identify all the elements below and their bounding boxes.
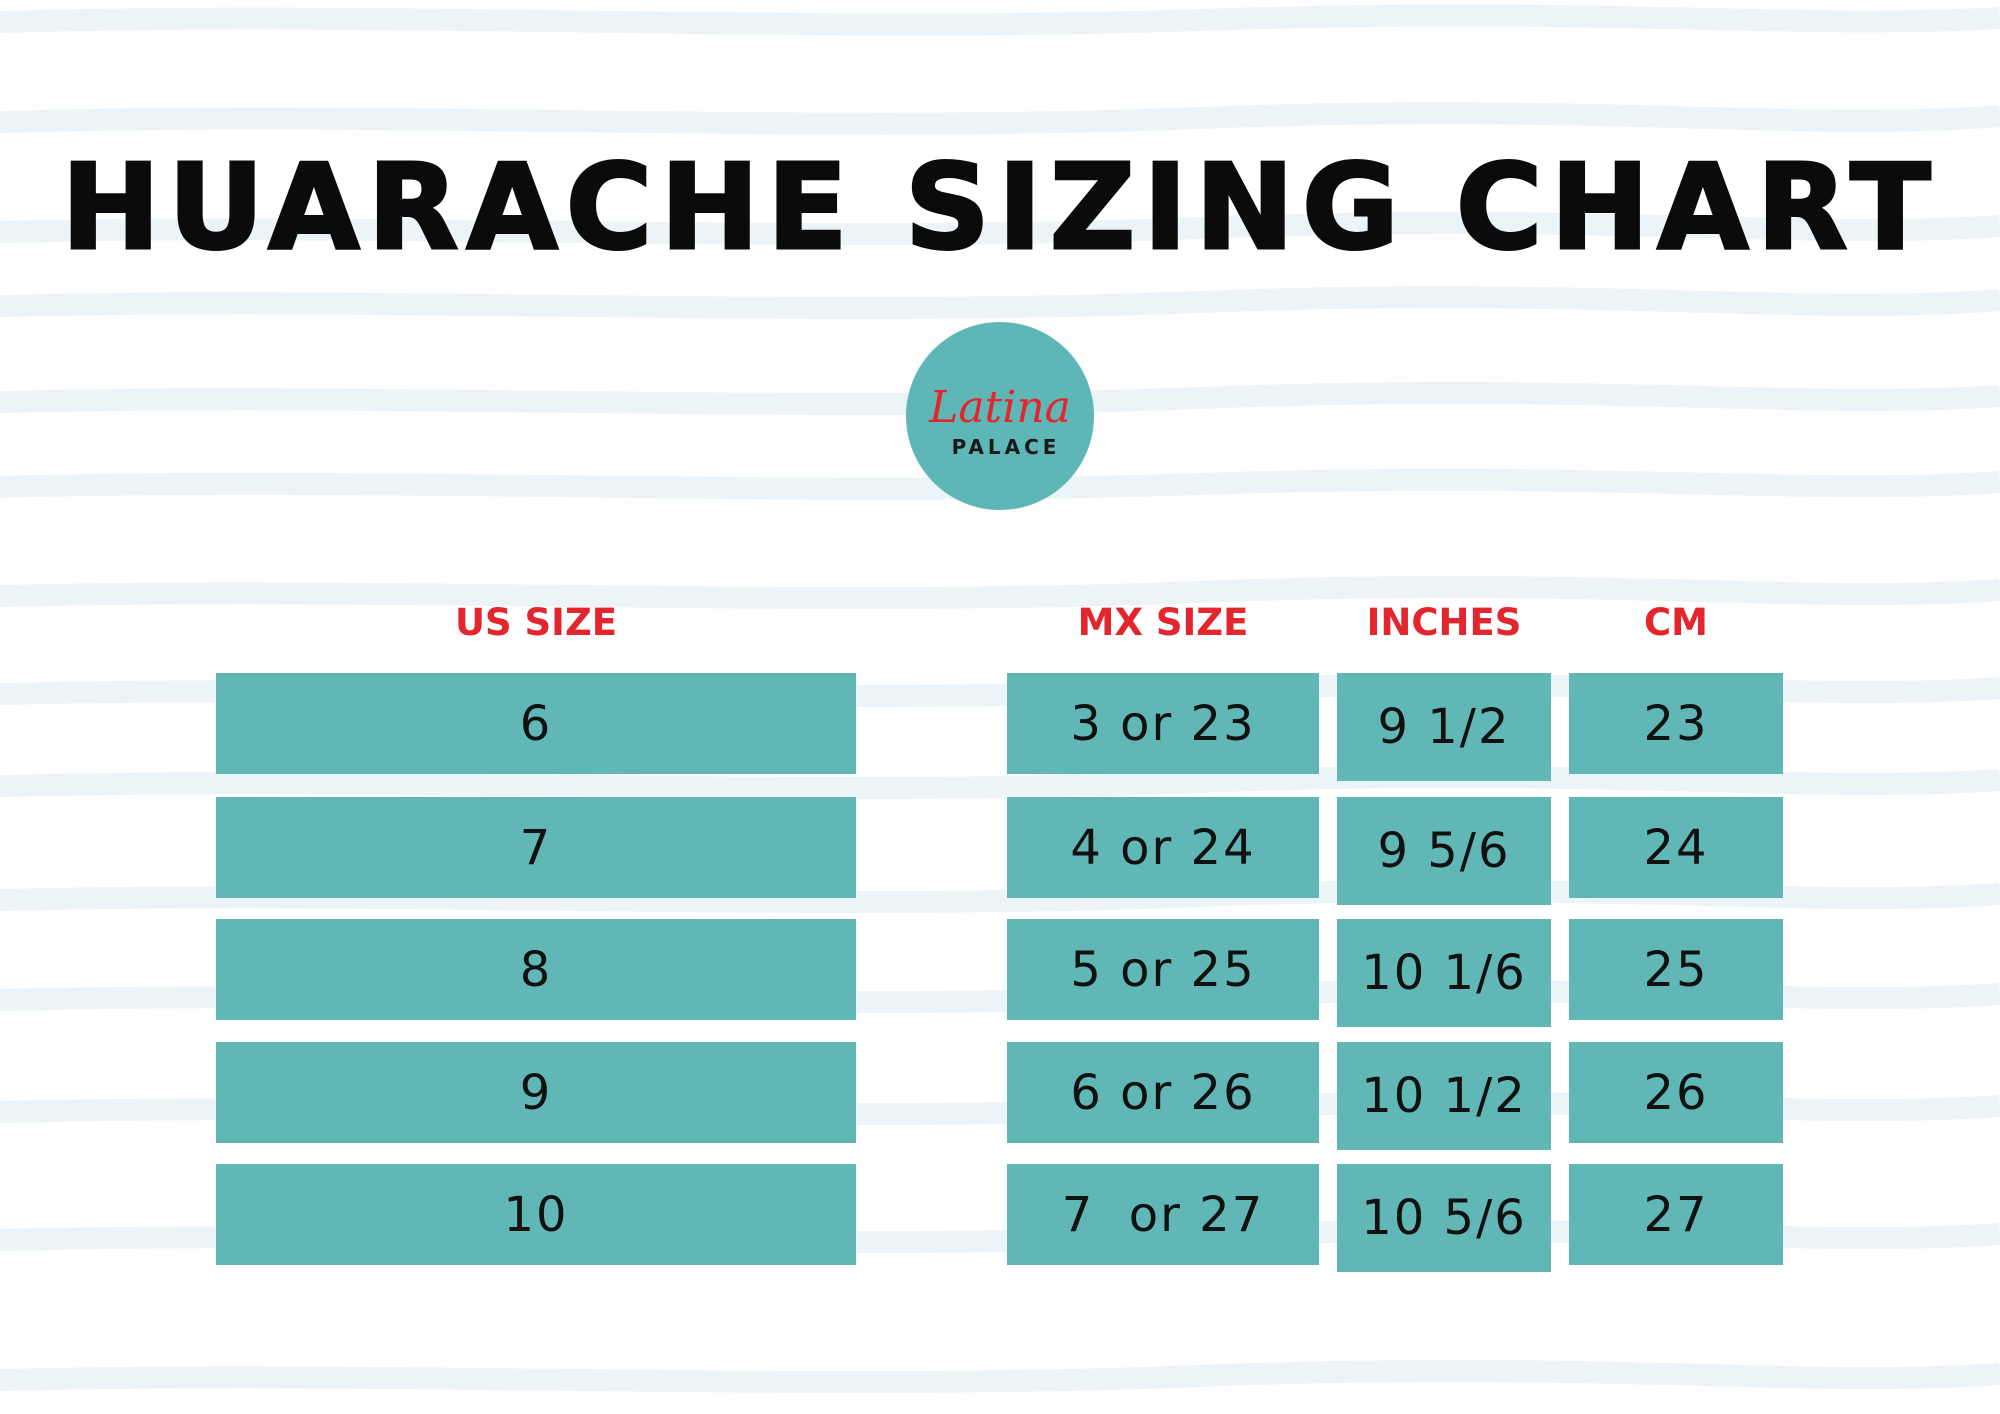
cm-cell: 25	[1569, 919, 1783, 1020]
column-header-inches: INCHES	[1366, 601, 1522, 644]
logo-script-text: Latina	[928, 382, 1071, 433]
mx-size-cell: 4 or 24	[1007, 797, 1319, 898]
page-title: HUARACHE SIZING CHART	[60, 138, 1939, 276]
us-size-cell: 9	[216, 1042, 856, 1143]
inches-cell: 10 1/2	[1337, 1042, 1551, 1150]
cm-cell: 26	[1569, 1042, 1783, 1143]
mx-size-cell: 6 or 26	[1007, 1042, 1319, 1143]
column-header-cm: CM	[1644, 601, 1708, 644]
us-size-cell: 7	[216, 797, 856, 898]
cm-cell: 24	[1569, 797, 1783, 898]
cm-cell: 27	[1569, 1164, 1783, 1265]
inches-cell: 10 1/6	[1337, 919, 1551, 1027]
us-size-cell: 6	[216, 673, 856, 774]
inches-cell: 9 5/6	[1337, 797, 1551, 905]
latina-palace-logo: Latina PALACE	[906, 322, 1094, 510]
mx-size-cell: 7 or 27	[1007, 1164, 1319, 1265]
column-header-us-size: US SIZE	[454, 601, 618, 644]
us-size-cell: 10	[216, 1164, 856, 1265]
cm-cell: 23	[1569, 673, 1783, 774]
mx-size-cell: 3 or 23	[1007, 673, 1319, 774]
inches-cell: 9 1/2	[1337, 673, 1551, 781]
us-size-cell: 8	[216, 919, 856, 1020]
inches-cell: 10 5/6	[1337, 1164, 1551, 1272]
column-header-mx-size: MX SIZE	[1077, 601, 1249, 644]
logo-sub-text: PALACE	[952, 435, 1061, 459]
mx-size-cell: 5 or 25	[1007, 919, 1319, 1020]
